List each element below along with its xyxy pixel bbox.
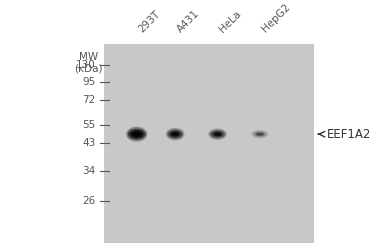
Ellipse shape [126,127,147,142]
Text: 26: 26 [82,196,95,206]
Text: MW
(kDa): MW (kDa) [74,52,103,73]
Ellipse shape [210,130,225,138]
Ellipse shape [128,128,146,140]
Ellipse shape [167,130,183,139]
Text: 95: 95 [82,77,95,87]
Ellipse shape [254,132,266,136]
Text: HepG2: HepG2 [260,2,292,34]
FancyBboxPatch shape [104,44,314,243]
Ellipse shape [253,131,267,138]
Ellipse shape [169,131,181,138]
Text: A431: A431 [175,8,201,34]
Text: 130: 130 [76,60,95,70]
Ellipse shape [130,130,144,138]
Text: EEF1A2: EEF1A2 [326,128,371,141]
Text: 34: 34 [82,166,95,176]
Text: 43: 43 [82,138,95,148]
Text: 72: 72 [82,96,95,106]
Ellipse shape [132,132,141,137]
Ellipse shape [171,132,179,136]
Ellipse shape [256,133,264,136]
Text: 55: 55 [82,120,95,130]
Text: 293T: 293T [137,9,162,34]
Ellipse shape [211,131,224,137]
Ellipse shape [166,128,184,140]
Ellipse shape [208,128,227,140]
Text: HeLa: HeLa [218,9,243,34]
Ellipse shape [213,132,222,136]
Ellipse shape [251,130,269,138]
